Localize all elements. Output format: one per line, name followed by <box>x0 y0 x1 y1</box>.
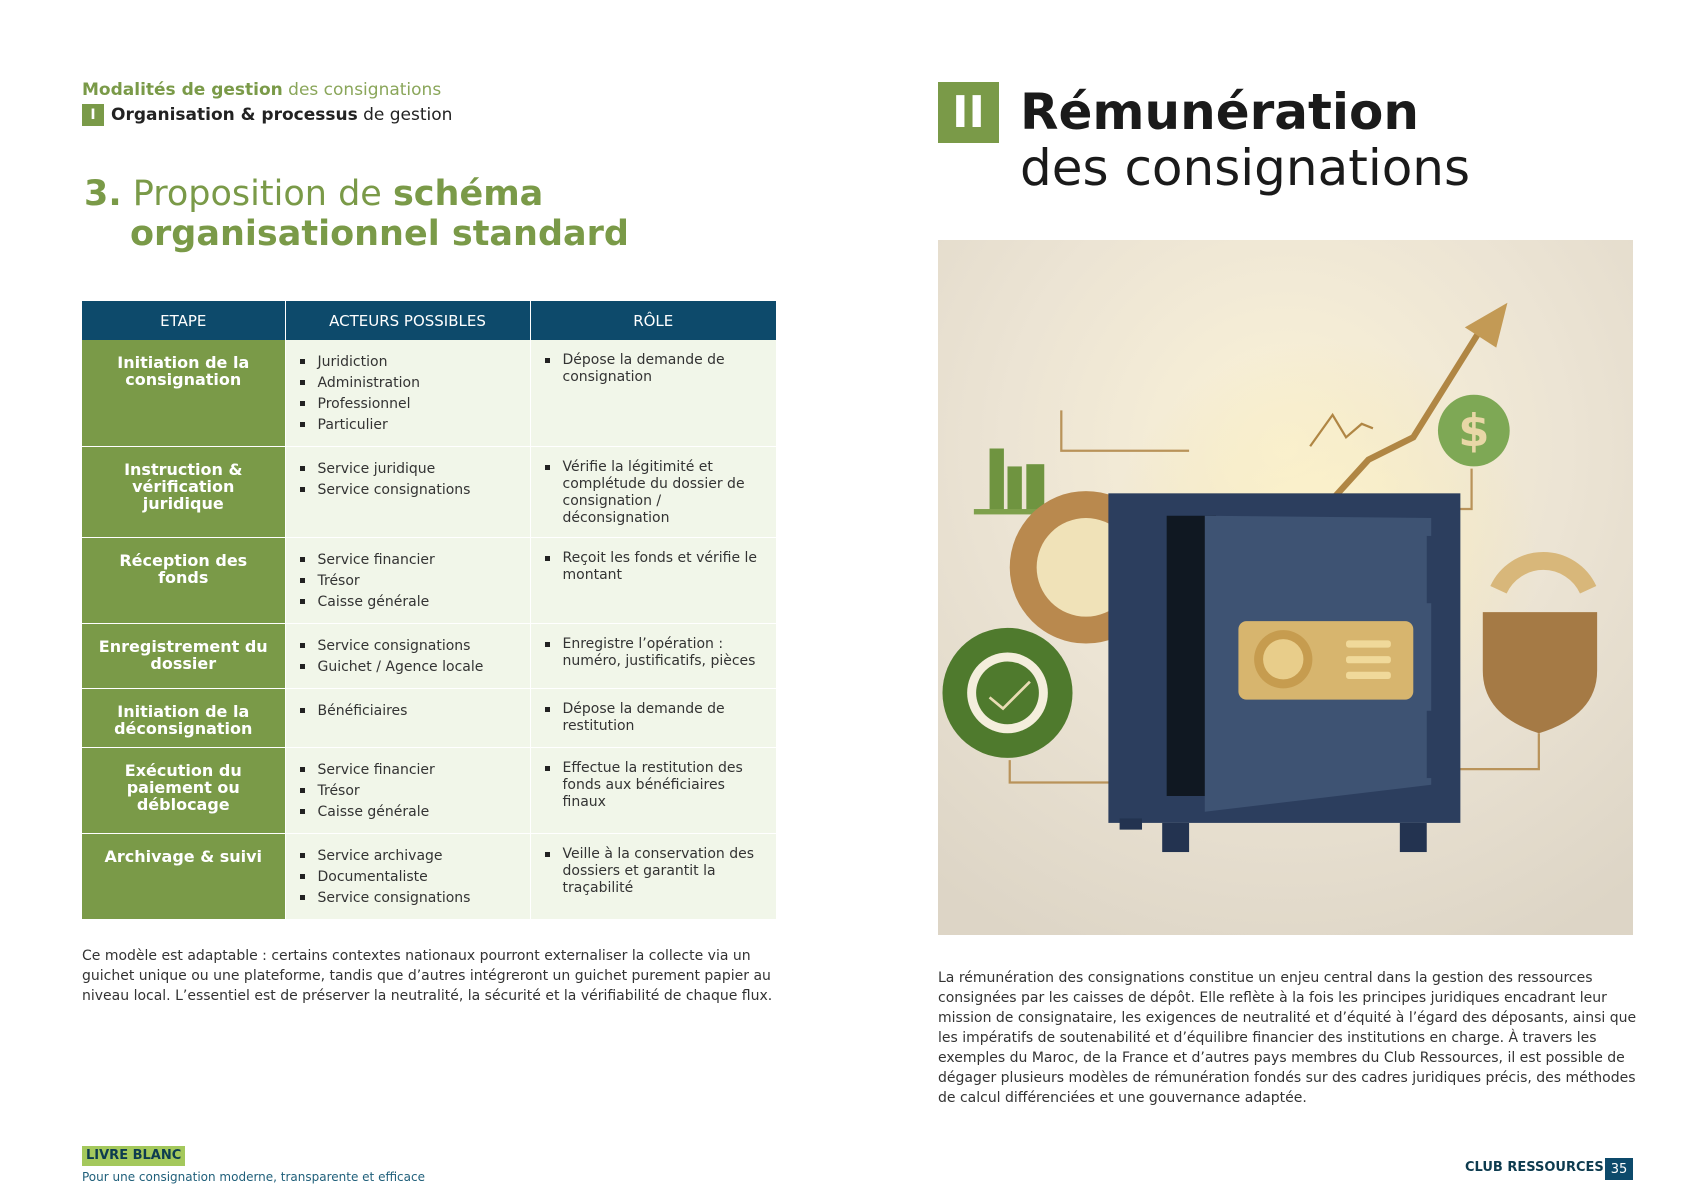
check-badge-icon <box>942 627 1073 758</box>
chapter-number: I <box>82 104 104 126</box>
body-paragraph: Ce modèle est adaptable : certains conte… <box>82 948 773 1004</box>
table-row: Enregistrement du dossier Service consign… <box>82 623 777 689</box>
list-item: Trésor <box>299 781 520 802</box>
list-item: Bénéficiaires <box>299 701 520 722</box>
bar-chart-icon <box>973 448 1055 515</box>
list-item: Guichet / Agence locale <box>299 657 520 678</box>
section-intro-paragraph: La rémunération des consignations consti… <box>938 970 1637 1106</box>
list-item: Service consignations <box>299 480 520 501</box>
list-item: Vérifie la légitimité et complétude du d… <box>544 459 766 527</box>
chapter-bold: Organisation & processus <box>111 105 358 125</box>
actors-cell: Service archivage Documentaliste Service c… <box>285 833 531 920</box>
step-cell: Instruction & vérification juridique <box>82 446 286 538</box>
section-breadcrumb: Modalités de gestion des consignations <box>82 80 452 100</box>
actors-cell: Service consignations Guichet / Agence lo… <box>285 623 531 689</box>
roles-cell: Vérifie la légitimité et complétude du d… <box>530 446 777 538</box>
list-item: Service archivage <box>299 846 520 867</box>
step-cell: Archivage & suivi <box>82 833 286 920</box>
breadcrumbs: Modalités de gestion des consignations I… <box>82 80 452 126</box>
list-item: Juridiction <box>299 352 520 373</box>
actors-cell: Service financier Trésor Caisse générale <box>285 537 531 624</box>
actors-cell: Bénéficiaires <box>285 688 531 748</box>
roles-cell: Veille à la conservation des dossiers et… <box>530 833 777 920</box>
actors-cell: Service juridique Service consignations <box>285 446 531 538</box>
list-item: Administration <box>299 373 520 394</box>
section-title-light: des consignations <box>1020 139 1471 197</box>
table-row: Initiation de la consignation Juridiction… <box>82 340 777 447</box>
footer-left: LIVRE BLANC Pour une consignation modern… <box>82 1146 425 1185</box>
list-item: Service financier <box>299 550 520 571</box>
list-item: Caisse générale <box>299 802 520 823</box>
section-rest: des consignations <box>282 80 442 100</box>
roles-cell: Effectue la restitution des fonds aux bé… <box>530 747 777 834</box>
roles-cell: Dépose la demande de restitution <box>530 688 777 748</box>
section-number-badge: II <box>938 82 999 143</box>
page-number: 35 <box>1605 1158 1633 1180</box>
table-row: Instruction & vérification juridique Serv… <box>82 446 777 538</box>
actors-cell: Service financier Trésor Caisse générale <box>285 747 531 834</box>
title-bold: schéma <box>392 174 544 214</box>
shield-icon <box>1482 552 1598 734</box>
section-bold: Modalités de gestion <box>82 80 283 100</box>
process-table: ETAPE ACTEURS POSSIBLES RÔLE Initiation … <box>82 301 777 920</box>
title-light: Proposition de <box>121 174 393 214</box>
list-item: Service juridique <box>299 459 520 480</box>
list-item: Reçoit les fonds et vérifie le montant <box>544 550 766 584</box>
list-item: Effectue la restitution des fonds aux bé… <box>544 760 766 811</box>
step-cell: Réception des fonds <box>82 537 286 624</box>
column-header: RÔLE <box>530 301 776 340</box>
table-row: Réception des fonds Service financier Trés… <box>82 537 777 624</box>
title-number: 3. <box>84 174 122 214</box>
chapter-breadcrumb: I Organisation & processus de gestion <box>82 104 452 126</box>
footer-tagline: Pour une consignation moderne, transpare… <box>82 1170 425 1184</box>
step-cell: Exécution du paiement ou déblocage <box>82 747 286 834</box>
list-item: Service consignations <box>299 636 520 657</box>
dollar-coin-icon: $ <box>1437 394 1510 467</box>
step-cell: Enregistrement du dossier <box>82 623 286 689</box>
section-title-bold: Rémunération <box>1020 83 1419 141</box>
list-item: Professionnel <box>299 394 520 415</box>
table-row: Exécution du paiement ou déblocage Servic… <box>82 747 777 834</box>
left-content: ETAPE ACTEURS POSSIBLES RÔLE Initiation … <box>82 301 777 1006</box>
list-item: Veille à la conservation des dossiers et… <box>544 846 766 897</box>
roles-cell: Dépose la demande de consignation <box>530 340 777 447</box>
list-item: Dépose la demande de restitution <box>544 701 766 735</box>
actors-cell: Juridiction Administration Professionnel Pa… <box>285 340 531 447</box>
title-line2: organisationnel standard <box>130 214 629 254</box>
safe <box>1108 493 1461 853</box>
list-item: Dépose la demande de consignation <box>544 352 766 386</box>
page-title: 3. Proposition de schéma organisationnel… <box>84 174 629 254</box>
growth-arrow-icon <box>1309 302 1508 512</box>
list-item: Service financier <box>299 760 520 781</box>
roles-cell: Reçoit les fonds et vérifie le montant <box>530 537 777 624</box>
list-item: Caisse générale <box>299 592 520 613</box>
chapter-rest: de gestion <box>357 105 453 125</box>
brand-name: CLUB RESSOURCES <box>1465 1160 1604 1175</box>
roles-cell: Enregistre l’opération : numéro, justifi… <box>530 623 777 689</box>
section-title: Rémunération des consignations <box>1020 84 1470 196</box>
safe-illustration: $ <box>938 240 1633 935</box>
table-row: Archivage & suivi Service archivage Docume… <box>82 833 777 920</box>
list-item: Enregistre l’opération : numéro, justifi… <box>544 636 766 670</box>
column-header: ETAPE <box>82 301 286 340</box>
list-item: Service consignations <box>299 888 520 909</box>
table-row: Initiation de la déconsignation Bénéficia… <box>82 688 777 748</box>
dollar-sign: $ <box>1458 404 1489 457</box>
step-cell: Initiation de la déconsignation <box>82 688 286 748</box>
column-header: ACTEURS POSSIBLES <box>285 301 531 340</box>
list-item: Documentaliste <box>299 867 520 888</box>
list-item: Particulier <box>299 415 520 436</box>
step-cell: Initiation de la consignation <box>82 340 286 447</box>
livre-blanc-badge: LIVRE BLANC <box>82 1146 186 1166</box>
list-item: Trésor <box>299 571 520 592</box>
